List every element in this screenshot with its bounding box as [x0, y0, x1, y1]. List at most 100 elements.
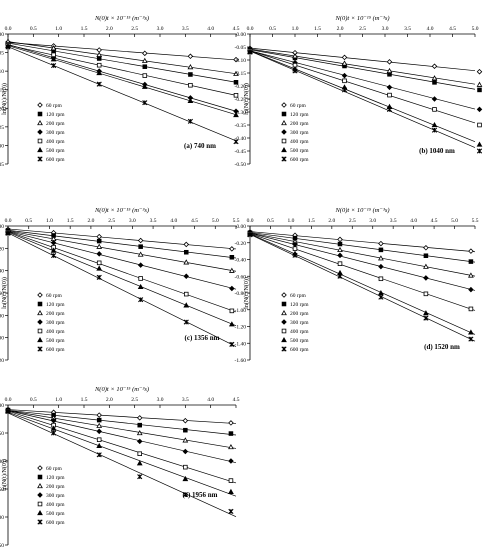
data-point: [476, 106, 483, 113]
x-tick-label: 2.0: [106, 26, 113, 32]
legend-marker: [281, 146, 287, 153]
series-fit-line-120-rpm: [7, 409, 237, 436]
series-fit-line-200-rpm: [7, 230, 237, 272]
legend-label: 400 rpm: [46, 139, 65, 145]
y-tick-label: -0.10: [235, 58, 247, 64]
legend-marker: [281, 129, 287, 135]
y-tick-label: -0.20: [235, 84, 247, 90]
series-fit-line-400-rpm: [249, 50, 476, 124]
legend-marker: [281, 301, 287, 307]
x-tick-label: 3.5: [150, 218, 157, 224]
y-tick-label: -1.00: [235, 308, 247, 314]
series-fit-line-120-rpm: [7, 229, 237, 259]
data-point: [50, 239, 57, 246]
data-point: [378, 294, 384, 300]
data-point: [5, 44, 11, 50]
x-tick-label: 3.5: [182, 397, 189, 403]
y-tick-label: -0.60: [0, 291, 4, 297]
y-tick-label: -0.20: [0, 106, 4, 112]
legend: 60 rpm 120 rpm 200 rpm 300 rpm 400 rpm 500 rp…: [37, 102, 65, 163]
data-point: [228, 508, 234, 514]
data-point: [183, 464, 188, 470]
data-point: [431, 127, 438, 133]
legend-label: 120 rpm: [46, 112, 65, 118]
x-axis-label: N(0)t × 10⁻¹⁵ (m⁻³s): [94, 15, 149, 22]
y-tick-label: 0.00: [0, 32, 4, 38]
legend: 60 rpm 120 rpm 200 rpm 300 rpm 400 rpm 500 rp…: [37, 292, 65, 353]
legend: 60 rpm 120 rpm 200 rpm 300 rpm 400 rpm 500 rp…: [281, 102, 309, 163]
y-tick-label: -0.20: [235, 241, 247, 247]
legend-label: 500 rpm: [46, 148, 65, 154]
data-point: [431, 63, 438, 70]
series-fit-line-300-rpm: [7, 410, 237, 464]
legend-marker: [37, 336, 43, 343]
x-tick-label: 2.5: [131, 397, 138, 403]
data-point: [96, 442, 103, 449]
data-point: [342, 78, 347, 84]
y-tick-label: -0.25: [0, 125, 4, 131]
data-point: [341, 87, 348, 93]
data-point: [183, 291, 189, 297]
x-tick-label: 4.5: [191, 218, 198, 224]
legend-marker: [37, 138, 43, 144]
data-point: [183, 273, 190, 280]
legend-label: 60 rpm: [46, 466, 62, 472]
data-point: [182, 437, 189, 443]
legend-label: 600 rpm: [46, 157, 65, 163]
data-point: [229, 254, 235, 260]
legend-marker: [37, 301, 43, 307]
panel-title: (e) 1956 nm: [183, 491, 218, 499]
x-tick-label: 1.0: [46, 218, 53, 224]
data-point: [51, 62, 57, 69]
data-point: [187, 53, 194, 60]
panel-title: (c) 1356 nm: [185, 334, 220, 342]
data-point: [228, 443, 234, 450]
legend-label: 120 rpm: [290, 112, 309, 118]
data-point: [228, 458, 234, 464]
legend-marker: [281, 119, 287, 126]
x-tick-label: 3.0: [157, 26, 164, 32]
data-point: [96, 417, 102, 423]
data-point: [228, 420, 234, 426]
series-fit-line-300-rpm: [7, 44, 237, 112]
legend-label: 200 rpm: [46, 484, 65, 490]
data-point: [229, 341, 235, 347]
x-tick-label: 3.5: [404, 26, 411, 32]
series-fit-line-200-rpm: [249, 232, 476, 277]
legend-marker: [281, 138, 287, 144]
data-point: [386, 67, 393, 74]
y-tick-label: -0.15: [0, 88, 4, 94]
x-tick-label: 0.5: [30, 26, 37, 32]
data-point: [431, 75, 438, 81]
legend-marker: [37, 309, 43, 316]
data-point: [468, 336, 474, 342]
data-point: [228, 431, 234, 436]
data-point: [50, 425, 57, 431]
y-tick-label: -0.20: [0, 246, 4, 252]
data-point: [423, 275, 429, 281]
data-point: [137, 262, 144, 268]
y-tick-label: -0.80: [0, 313, 4, 319]
data-point: [136, 460, 143, 466]
data-point: [96, 274, 102, 280]
data-point: [378, 276, 384, 282]
data-point: [141, 57, 148, 63]
data-point: [96, 238, 102, 244]
x-axis-label: N(0)t × 10⁻¹⁵ (m⁻³s): [334, 15, 389, 22]
series-fit-line-600-rpm: [249, 50, 476, 148]
y-tick-label: -0.40: [0, 269, 4, 275]
data-point: [228, 478, 234, 483]
legend-marker: [37, 346, 43, 352]
y-tick-label: 0.00: [236, 32, 246, 38]
data-point: [229, 285, 235, 292]
data-point: [142, 50, 148, 57]
y-tick-label: -0.60: [235, 274, 247, 280]
series-fit-line-120-rpm: [249, 232, 476, 263]
data-point: [337, 273, 343, 279]
series-fit-line-200-rpm: [7, 410, 237, 449]
series-fit-line-500-rpm: [249, 50, 476, 142]
x-tick-label: 1.5: [308, 218, 315, 224]
data-point: [386, 59, 393, 65]
y-tick-label: 0.00: [236, 224, 246, 230]
y-tick-label: -0.10: [0, 69, 4, 75]
